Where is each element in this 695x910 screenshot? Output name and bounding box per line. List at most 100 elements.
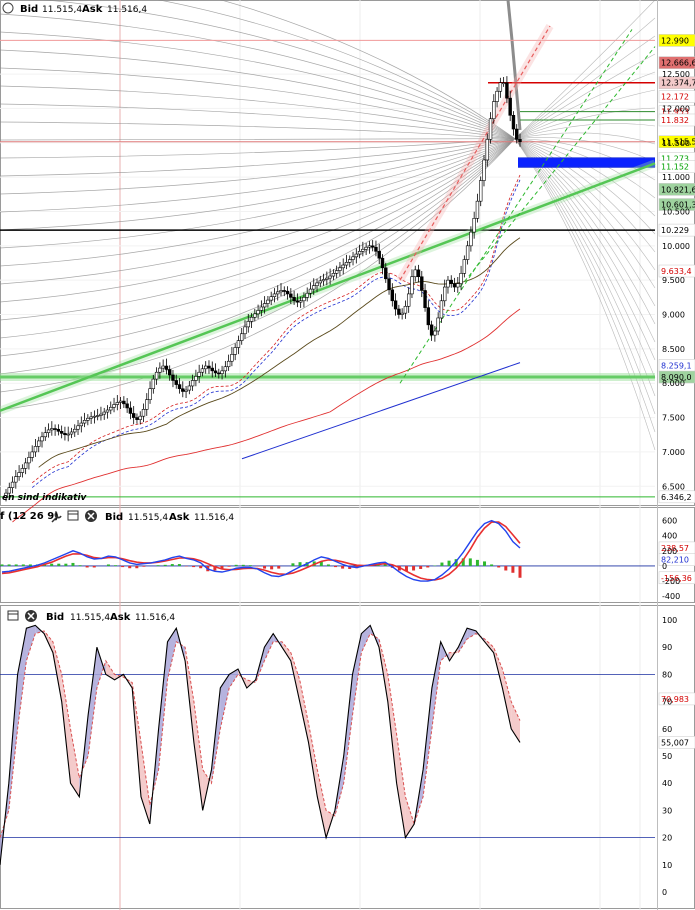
stoch-fill	[167, 628, 177, 680]
stoch-tick-label: 10	[662, 861, 672, 870]
stoch-fill	[70, 728, 80, 797]
stoch-tag-bg	[658, 736, 695, 749]
price-tag-text: 11.953	[661, 108, 689, 117]
macd-histogram-bar	[263, 565, 267, 569]
candle-body	[253, 313, 257, 318]
price-tag-bg	[658, 135, 695, 148]
candle-body	[89, 416, 93, 419]
stoch-fill	[96, 647, 106, 688]
macd-histogram-bar	[511, 565, 515, 573]
macd-histogram-bar	[248, 565, 252, 566]
price-tag: 10.821,6	[658, 183, 695, 196]
stoch-window-icon[interactable]	[7, 610, 19, 621]
macd-histogram-bar	[128, 565, 132, 569]
header-circle-icon[interactable]	[2, 2, 14, 14]
candle-body	[295, 300, 300, 303]
sma-200-line	[241, 362, 521, 460]
macd-histogram-bar	[163, 564, 167, 566]
macd-tick-label: 600	[662, 517, 677, 526]
candle-body	[436, 317, 440, 332]
candle-body	[141, 409, 146, 417]
macd-histogram-bar	[156, 565, 160, 566]
candle-body	[387, 278, 391, 291]
candle-body	[420, 276, 424, 291]
price-tick-label: 11.000	[662, 173, 690, 182]
fan-curve-right	[514, 138, 656, 307]
stoch-panel-frame	[0, 605, 695, 909]
macd-tick-label: 0	[662, 562, 667, 571]
price-tick-label: 9.500	[662, 276, 685, 285]
candle-body	[413, 269, 417, 278]
candle-body	[318, 280, 322, 284]
macd-histogram-bar	[213, 565, 217, 571]
candle-body	[135, 417, 139, 420]
candle-body	[37, 440, 41, 447]
candle-body	[17, 472, 21, 477]
stoch-k-line	[0, 624, 521, 865]
candle-body	[233, 347, 237, 355]
price-tick-label: 11.500	[662, 139, 690, 148]
price-tick-label: 8.000	[662, 379, 685, 388]
price-tick-label: 8.500	[662, 345, 685, 354]
candle-body	[105, 409, 110, 413]
candle-body	[122, 400, 126, 405]
candle-body	[10, 481, 15, 488]
wrench-icon[interactable]	[51, 511, 62, 523]
candle-body	[475, 200, 480, 219]
fan-curve-right	[514, 138, 656, 253]
price-tag-text: 10.601,3	[661, 201, 695, 210]
candle-body	[63, 433, 67, 436]
price-tag: 10.229	[658, 223, 695, 237]
macd-tag-text: 82,210	[661, 556, 689, 565]
candle-body	[95, 415, 100, 417]
fan-curve	[42, 0, 516, 139]
fan-curve	[0, 138, 516, 411]
candle-body	[167, 369, 172, 376]
fan-curve-right	[514, 123, 656, 139]
macd-params: f (12 26 9)	[0, 511, 59, 522]
candle-body	[240, 333, 244, 341]
price-tag-bg	[658, 198, 695, 211]
macd-histogram-bar	[277, 565, 281, 569]
stoch-ask-value: 11.516,4	[135, 613, 175, 623]
candle-body	[443, 286, 447, 302]
price-tag-text: 11.515,5	[661, 138, 695, 147]
candle-body	[459, 273, 463, 284]
price-tick-label: 10.000	[662, 242, 690, 251]
candle-body	[505, 82, 509, 99]
macd-histogram-bar	[220, 565, 224, 569]
fan-curve	[0, 138, 516, 195]
price-tick-label: 12.500	[662, 70, 690, 79]
candle-body	[181, 388, 185, 392]
stoch-close-icon[interactable]	[25, 610, 37, 622]
candle-body	[515, 128, 519, 140]
stoch-fill	[61, 674, 71, 784]
macd-plot	[0, 519, 655, 582]
candle-body	[226, 360, 231, 368]
fan-curve-right	[514, 138, 656, 451]
candle-body	[187, 385, 192, 391]
window-icon[interactable]	[67, 510, 79, 521]
price-tag-text: 12.666,6	[661, 59, 695, 68]
candle-body	[449, 279, 453, 284]
stoch-tag-text: 55,007	[661, 738, 689, 747]
fan-curve-right	[514, 138, 656, 289]
candle-body	[204, 365, 208, 370]
price-tick-label: 6.500	[662, 482, 685, 491]
candle-body	[282, 290, 286, 292]
stoch-tick-label: 80	[662, 670, 672, 679]
stoch-fill	[502, 668, 512, 729]
stoch-fill	[282, 641, 291, 661]
candle-body	[200, 368, 205, 373]
candle-body	[439, 300, 444, 319]
price-tag-bg	[658, 113, 695, 127]
sma-dashed-blue	[31, 179, 521, 488]
fan-curve	[0, 138, 516, 141]
macd-tag: -156,36	[658, 571, 695, 585]
candle-body	[151, 378, 156, 390]
candle-body	[56, 428, 61, 432]
fan-curve	[0, 138, 516, 339]
macd-histogram-bar	[85, 565, 89, 568]
macd-histogram-bar	[383, 564, 387, 566]
close-icon[interactable]	[85, 510, 97, 522]
